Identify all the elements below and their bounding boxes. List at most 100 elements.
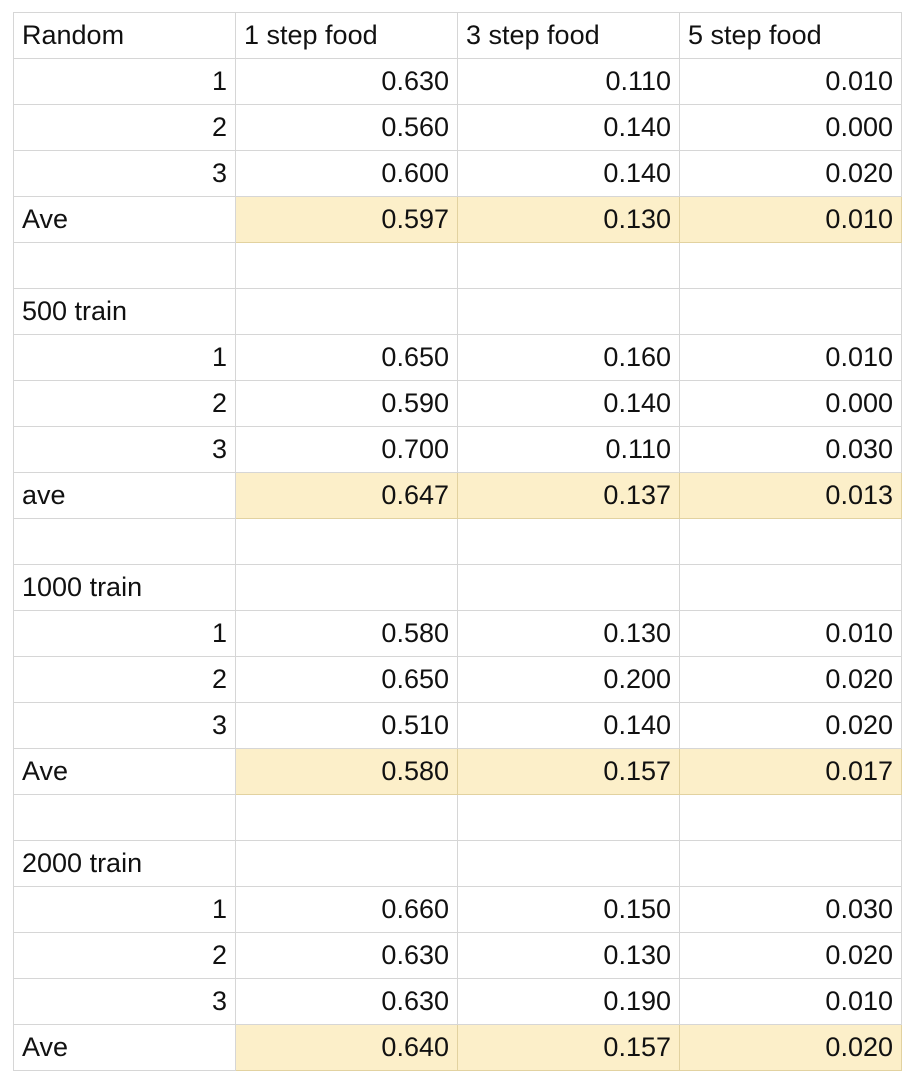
table-cell: 2 xyxy=(13,932,236,979)
table-cell: 0.157 xyxy=(457,748,680,795)
table-cell: 0.110 xyxy=(457,426,680,473)
table-cell: Ave xyxy=(13,748,236,795)
table-cell: 0.020 xyxy=(679,1024,902,1071)
table-cell xyxy=(679,840,902,887)
table-cell: 0.160 xyxy=(457,334,680,381)
table-row: ave 0.647 0.137 0.013 xyxy=(13,472,902,519)
table-cell: 0.660 xyxy=(235,886,458,933)
table-cell xyxy=(235,288,458,335)
table-row: Ave 0.640 0.157 0.020 xyxy=(13,1024,902,1071)
table-cell: 0.020 xyxy=(679,150,902,197)
table-cell: 0.137 xyxy=(457,472,680,519)
table-cell xyxy=(13,794,236,841)
table-cell xyxy=(679,794,902,841)
table-cell xyxy=(679,518,902,565)
table-cell: 2000 train xyxy=(13,840,236,887)
table-cell: 0.130 xyxy=(457,932,680,979)
table-cell: 0.020 xyxy=(679,702,902,749)
table-cell: 0.010 xyxy=(679,610,902,657)
column-header: 5 step food xyxy=(679,12,902,59)
column-header: 1 step food xyxy=(235,12,458,59)
table-cell: 0.590 xyxy=(235,380,458,427)
table-cell: 0.140 xyxy=(457,380,680,427)
table-cell: 0.510 xyxy=(235,702,458,749)
table-cell: 0.560 xyxy=(235,104,458,151)
table-cell: 0.030 xyxy=(679,886,902,933)
table-cell: 0.157 xyxy=(457,1024,680,1071)
table-row: 500 train xyxy=(13,288,902,335)
table-cell: 1 xyxy=(13,610,236,657)
table-cell xyxy=(13,518,236,565)
table-cell: 2 xyxy=(13,380,236,427)
table-cell: 3 xyxy=(13,150,236,197)
table-row: Ave 0.597 0.130 0.010 xyxy=(13,196,902,243)
table-cell: 0.700 xyxy=(235,426,458,473)
column-header: 3 step food xyxy=(457,12,680,59)
table-cell xyxy=(457,288,680,335)
table-row: 1000 train xyxy=(13,564,902,611)
table-cell: 0.200 xyxy=(457,656,680,703)
table-cell: 3 xyxy=(13,978,236,1025)
table-cell: 0.110 xyxy=(457,58,680,105)
table-cell: 0.017 xyxy=(679,748,902,795)
table-row: 1 0.660 0.150 0.030 xyxy=(13,886,902,933)
table-cell xyxy=(679,288,902,335)
table-row xyxy=(13,794,902,841)
table-cell: 0.030 xyxy=(679,426,902,473)
table-cell: 0.140 xyxy=(457,104,680,151)
table-cell: 3 xyxy=(13,426,236,473)
table-row: 2000 train xyxy=(13,840,902,887)
table-cell: 3 xyxy=(13,702,236,749)
table-cell: 0.630 xyxy=(235,932,458,979)
table-cell: 0.580 xyxy=(235,610,458,657)
table-cell: 0.597 xyxy=(235,196,458,243)
table-cell: Ave xyxy=(13,196,236,243)
table-cell xyxy=(457,840,680,887)
table-cell: 2 xyxy=(13,104,236,151)
table-row: 2 0.630 0.130 0.020 xyxy=(13,932,902,979)
table-row: 1 0.580 0.130 0.010 xyxy=(13,610,902,657)
table-cell: 0.013 xyxy=(679,472,902,519)
table-cell: 0.600 xyxy=(235,150,458,197)
table-row: 3 0.630 0.190 0.010 xyxy=(13,978,902,1025)
table-cell: 500 train xyxy=(13,288,236,335)
table-cell: 0.630 xyxy=(235,978,458,1025)
table-row: 2 0.560 0.140 0.000 xyxy=(13,104,902,151)
table-cell: 0.647 xyxy=(235,472,458,519)
table-cell: 0.650 xyxy=(235,656,458,703)
table-cell: 0.190 xyxy=(457,978,680,1025)
table-row: Ave 0.580 0.157 0.017 xyxy=(13,748,902,795)
table-cell: 0.020 xyxy=(679,656,902,703)
table-row xyxy=(13,242,902,289)
table-cell: 0.000 xyxy=(679,380,902,427)
table-cell: 0.580 xyxy=(235,748,458,795)
table-cell xyxy=(457,564,680,611)
table-cell: 0.640 xyxy=(235,1024,458,1071)
results-table-body: Random 1 step food 3 step food 5 step food 1… xyxy=(13,12,902,1071)
table-cell xyxy=(457,242,680,289)
table-cell xyxy=(235,840,458,887)
table-cell: 1 xyxy=(13,58,236,105)
table-row: 2 0.590 0.140 0.000 xyxy=(13,380,902,427)
table-row: 3 0.700 0.110 0.030 xyxy=(13,426,902,473)
table-row: 1 0.650 0.160 0.010 xyxy=(13,334,902,381)
table-cell: 1 xyxy=(13,886,236,933)
column-header: Random xyxy=(13,12,236,59)
table-cell: ave xyxy=(13,472,236,519)
table-cell: 0.000 xyxy=(679,104,902,151)
table-cell: 1 xyxy=(13,334,236,381)
table-cell: 2 xyxy=(13,656,236,703)
table-row: 3 0.510 0.140 0.020 xyxy=(13,702,902,749)
table-cell xyxy=(679,564,902,611)
table-cell: 0.150 xyxy=(457,886,680,933)
header-row: Random 1 step food 3 step food 5 step food xyxy=(13,12,902,59)
table-cell: 0.020 xyxy=(679,932,902,979)
table-cell: 0.140 xyxy=(457,702,680,749)
table-cell: 0.130 xyxy=(457,610,680,657)
table-cell xyxy=(457,794,680,841)
table-cell: 0.130 xyxy=(457,196,680,243)
table-row: 3 0.600 0.140 0.020 xyxy=(13,150,902,197)
table-cell xyxy=(235,564,458,611)
table-cell: Ave xyxy=(13,1024,236,1071)
table-cell: 0.630 xyxy=(235,58,458,105)
